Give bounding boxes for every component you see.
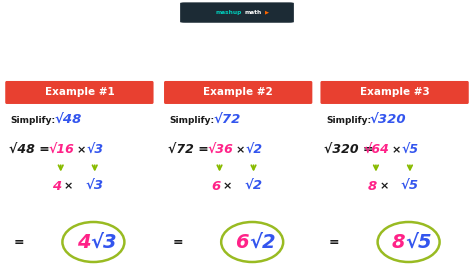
Text: ×: ×	[236, 146, 245, 155]
Text: √16: √16	[49, 144, 74, 157]
Text: 8: 8	[392, 232, 405, 251]
FancyBboxPatch shape	[164, 81, 312, 104]
Ellipse shape	[63, 222, 124, 262]
Text: ▶: ▶	[264, 10, 268, 15]
Text: =: =	[172, 235, 183, 248]
Text: Example #1: Example #1	[45, 88, 114, 97]
Text: √320 =: √320 =	[324, 144, 374, 157]
Text: 4: 4	[52, 180, 61, 193]
Text: √5: √5	[402, 144, 419, 157]
Text: √2: √2	[246, 144, 263, 157]
Text: √72: √72	[213, 114, 241, 127]
FancyBboxPatch shape	[320, 81, 469, 104]
Text: √5: √5	[405, 232, 432, 251]
Text: 6: 6	[236, 232, 249, 251]
Text: ×: ×	[77, 146, 86, 155]
Text: √36: √36	[208, 144, 233, 157]
Text: √320: √320	[370, 114, 407, 127]
Text: √64: √64	[364, 144, 390, 157]
Text: Simplify:: Simplify:	[326, 116, 371, 125]
Text: √2: √2	[245, 180, 263, 193]
Text: 6: 6	[211, 180, 220, 193]
Text: ×: ×	[223, 181, 232, 192]
Text: √5: √5	[401, 180, 419, 193]
Text: √3: √3	[86, 180, 104, 193]
Text: √48 =: √48 =	[9, 144, 49, 157]
Text: ×: ×	[64, 181, 73, 192]
Text: Simplify:: Simplify:	[11, 116, 56, 125]
Text: 8: 8	[367, 180, 376, 193]
Text: √3: √3	[87, 144, 104, 157]
FancyBboxPatch shape	[5, 81, 154, 104]
Text: √3: √3	[90, 232, 117, 251]
Text: =: =	[328, 235, 339, 248]
Text: ×: ×	[379, 181, 389, 192]
Text: √72 =: √72 =	[167, 144, 208, 157]
Text: √48: √48	[55, 114, 82, 127]
Ellipse shape	[221, 222, 283, 262]
Text: Example #3: Example #3	[360, 88, 429, 97]
Text: mashup: mashup	[216, 10, 242, 15]
FancyBboxPatch shape	[180, 2, 294, 23]
Ellipse shape	[378, 222, 439, 262]
Text: How to Simplify Radicals: How to Simplify Radicals	[43, 41, 431, 69]
Text: math: math	[245, 10, 262, 15]
Text: 4: 4	[77, 232, 90, 251]
Text: =: =	[13, 235, 24, 248]
Text: Simplify:: Simplify:	[170, 116, 215, 125]
Text: Example #2: Example #2	[203, 88, 273, 97]
Text: ×: ×	[392, 146, 401, 155]
Text: √2: √2	[249, 232, 275, 251]
